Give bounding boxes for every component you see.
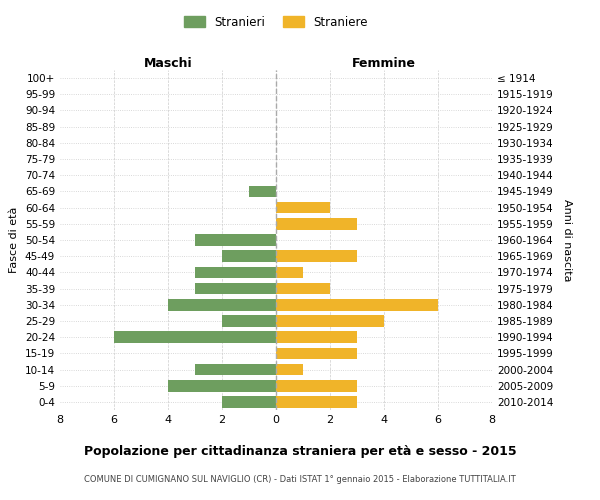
Legend: Stranieri, Straniere: Stranieri, Straniere (179, 11, 373, 34)
Bar (276, 250, 357, 262)
Bar (276, 348, 357, 359)
Y-axis label: Anni di nascita: Anni di nascita (562, 198, 572, 281)
Bar (276, 332, 357, 343)
Bar (195, 266, 276, 278)
Bar (222, 250, 276, 262)
Bar (276, 282, 330, 294)
Bar (276, 202, 330, 213)
Bar (276, 218, 357, 230)
Text: Maschi: Maschi (143, 57, 193, 70)
Bar (195, 234, 276, 246)
Bar (168, 299, 276, 310)
Bar (276, 396, 357, 407)
Text: Femmine: Femmine (352, 57, 416, 70)
Y-axis label: Fasce di età: Fasce di età (10, 207, 19, 273)
Bar (276, 364, 303, 376)
Bar (276, 266, 303, 278)
Bar (195, 282, 276, 294)
Bar (222, 396, 276, 407)
Text: COMUNE DI CUMIGNANO SUL NAVIGLIO (CR) - Dati ISTAT 1° gennaio 2015 - Elaborazion: COMUNE DI CUMIGNANO SUL NAVIGLIO (CR) - … (84, 475, 516, 484)
Bar (168, 380, 276, 392)
Text: Popolazione per cittadinanza straniera per età e sesso - 2015: Popolazione per cittadinanza straniera p… (83, 445, 517, 458)
Bar (249, 186, 276, 198)
Bar (195, 364, 276, 376)
Bar (276, 380, 357, 392)
Bar (276, 315, 384, 327)
Bar (276, 299, 438, 310)
Bar (222, 315, 276, 327)
Bar (114, 332, 276, 343)
